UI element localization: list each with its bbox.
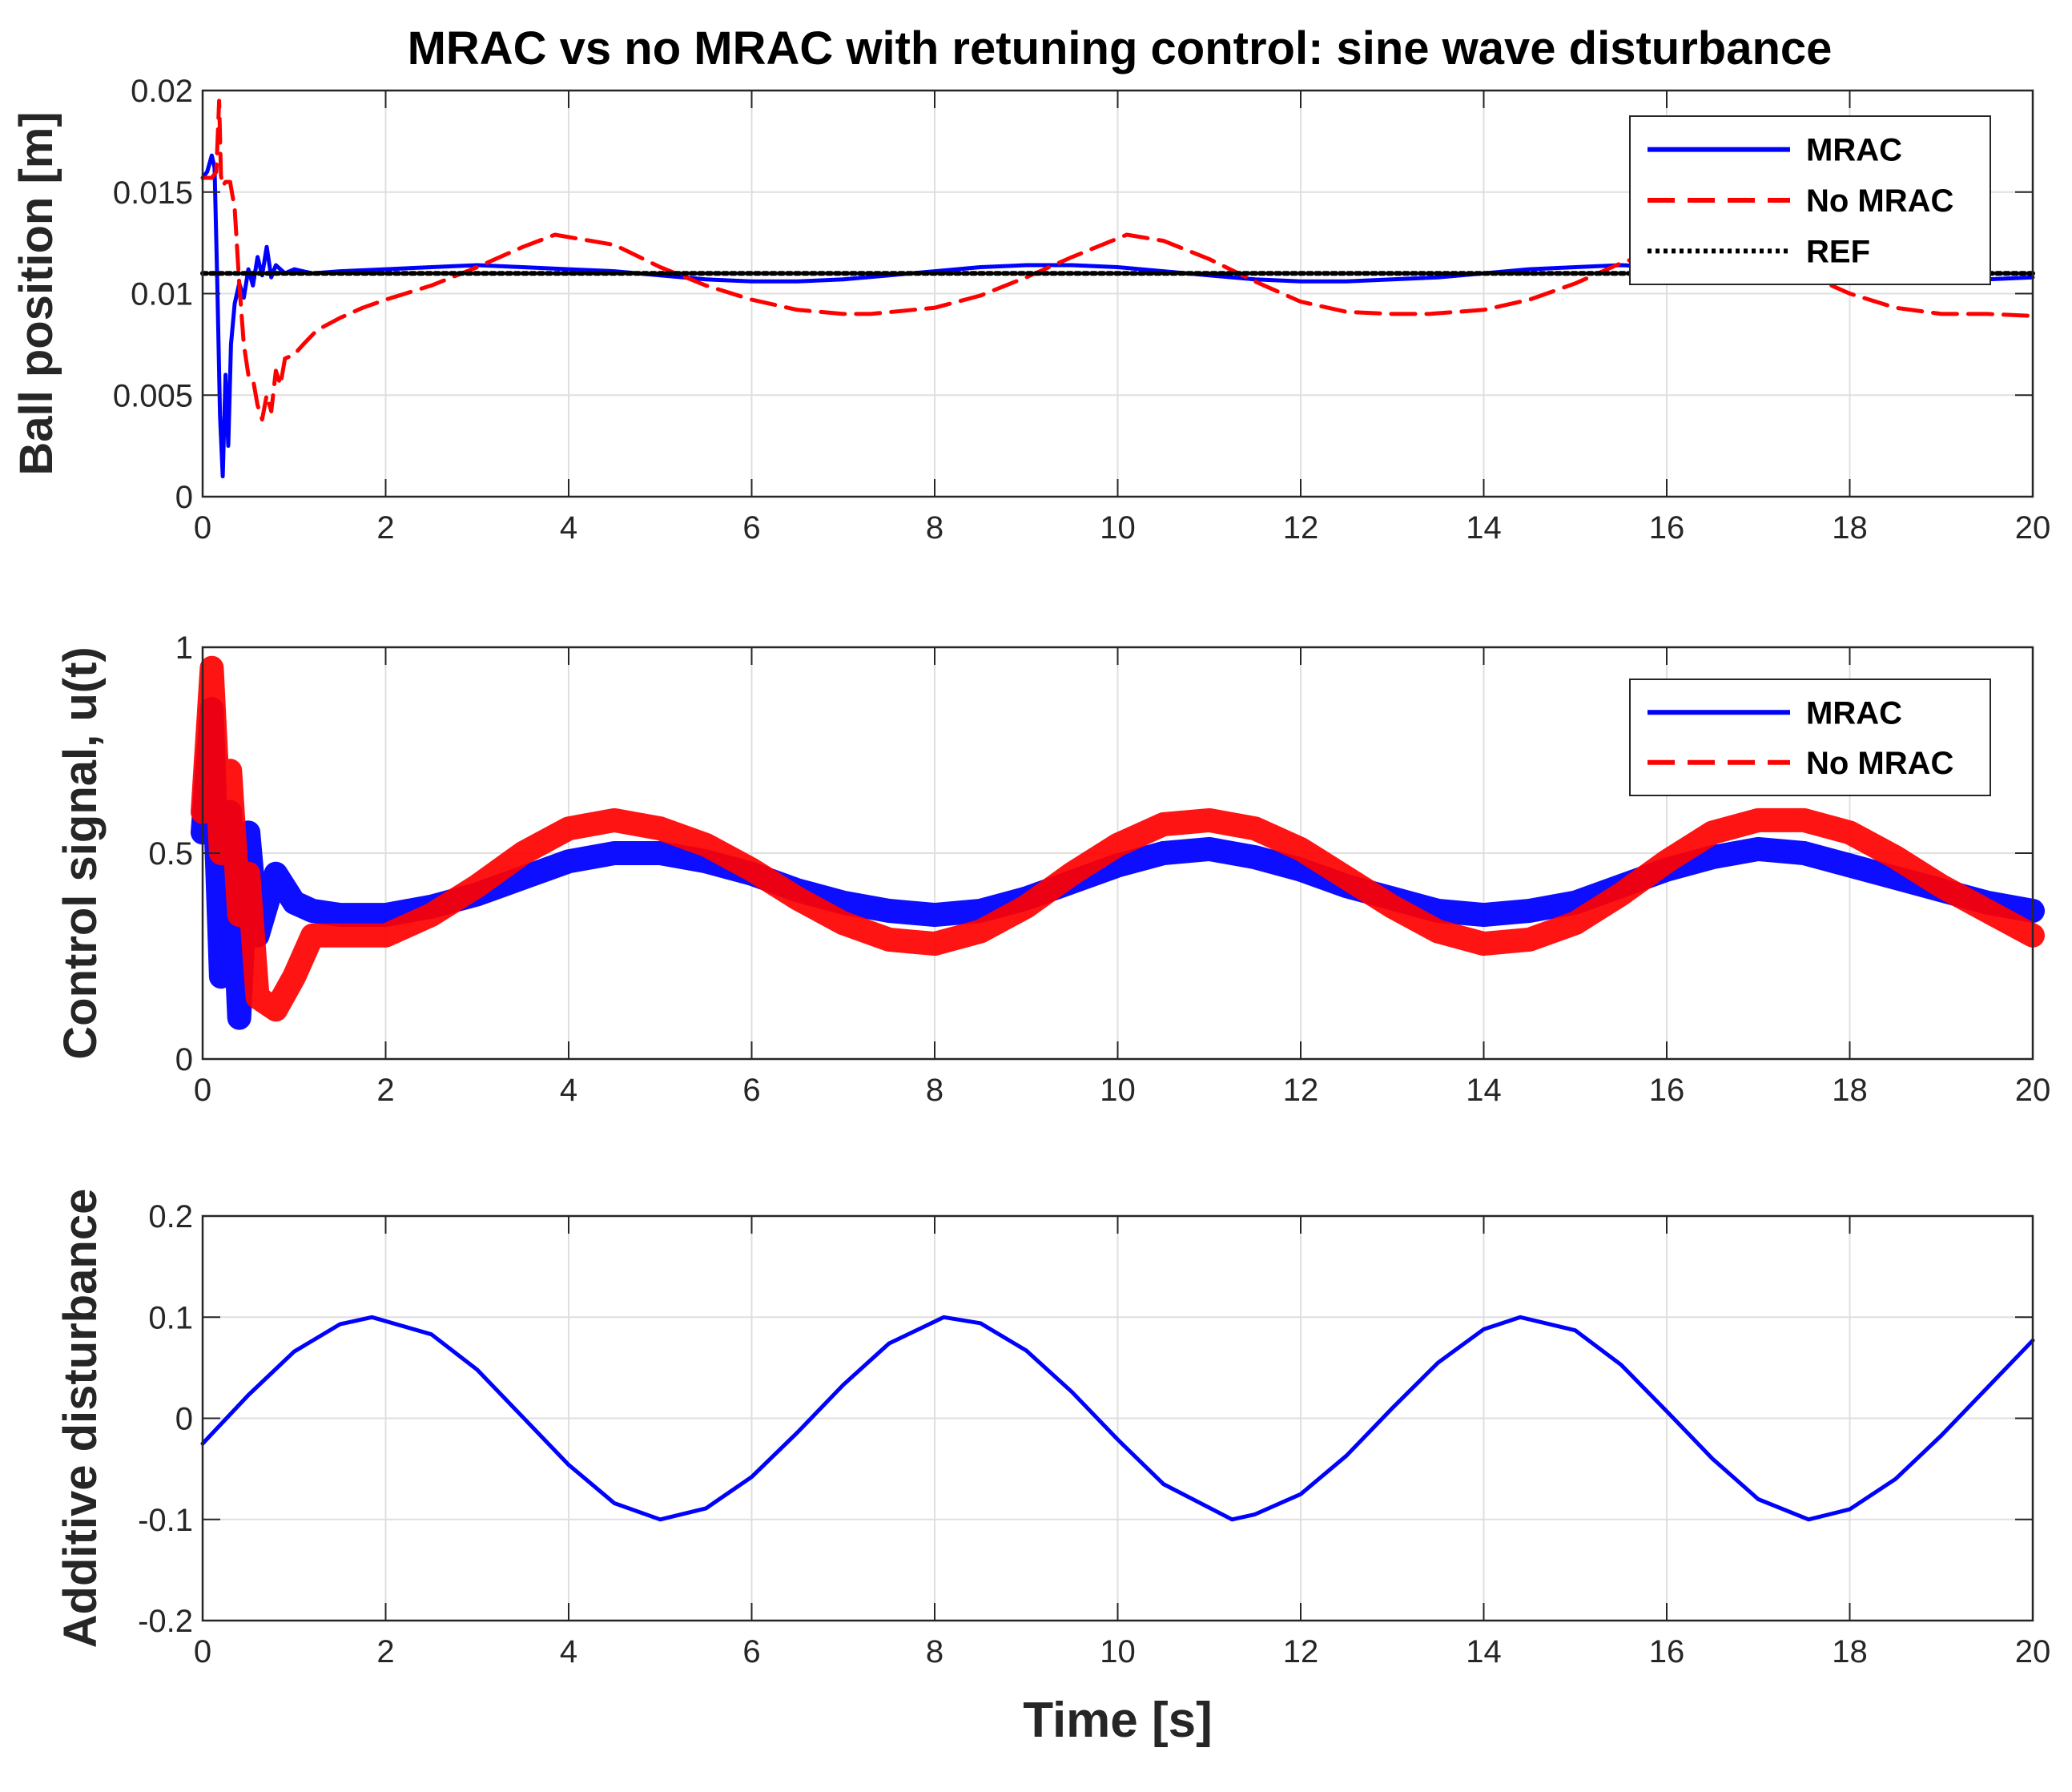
- subplot-2: 0 2 4 6 8 10 12 14 16 18 20 0 0.5 1 Control signal, u(…: [54, 630, 2050, 1108]
- x-tick-label: 12: [1283, 1634, 1319, 1669]
- legend-label: MRAC: [1806, 133, 1902, 168]
- x-tick-label: 8: [926, 1073, 943, 1108]
- x-tick-label: 4: [560, 510, 577, 546]
- x-tick-label: 6: [742, 1634, 760, 1669]
- x-tick-label: 6: [742, 510, 760, 546]
- y-tick-label: 0.02: [131, 74, 193, 109]
- x-tick-label: 0: [194, 1634, 211, 1669]
- x-tick-label: 2: [376, 1073, 394, 1108]
- x-tick-label: 10: [1100, 1073, 1136, 1108]
- y-tick-label: -0.2: [138, 1604, 193, 1639]
- x-tick-label: 18: [1832, 1073, 1868, 1108]
- x-tick-label: 16: [1649, 510, 1685, 546]
- legend: MRAC No MRAC REF: [1629, 115, 1991, 285]
- y-axis-label: Ball position [m]: [10, 111, 62, 475]
- y-tick-label: 0.1: [148, 1300, 193, 1335]
- y-tick-label: 0.005: [113, 378, 193, 413]
- y-tick-label: 0.01: [131, 277, 193, 312]
- series-line-no-mrac: [200, 99, 2035, 422]
- figure-title: MRAC vs no MRAC with retuning control: s…: [408, 22, 1833, 74]
- x-tick-label: 4: [560, 1073, 577, 1108]
- y-tick-label: -0.1: [138, 1503, 193, 1538]
- legend-label: No MRAC: [1806, 746, 1953, 781]
- subplot-3: 0 2 4 6 8 10 12 14 16 18 20 -0.2 -0.1 0 0.1 0.2 Additive…: [54, 1189, 2050, 1748]
- x-tick-label: 8: [926, 1634, 943, 1669]
- legend-label: MRAC: [1806, 695, 1902, 731]
- x-tick-label: 0: [194, 1073, 211, 1108]
- x-tick-label: 10: [1100, 1634, 1136, 1669]
- series-line-no-mrac: [191, 655, 2045, 1022]
- x-tick-label: 14: [1466, 1073, 1502, 1108]
- x-tick-label: 6: [742, 1073, 760, 1108]
- x-tick-label: 8: [926, 510, 943, 546]
- legend-label: No MRAC: [1806, 183, 1953, 219]
- x-tick-label: 20: [2015, 1073, 2051, 1108]
- y-tick-label: 0.015: [113, 175, 193, 211]
- x-tick-label: 2: [376, 510, 394, 546]
- y-tick-label: 1: [175, 630, 193, 666]
- x-tick-label: 10: [1100, 510, 1136, 546]
- y-tick-label: 0: [175, 480, 193, 515]
- y-tick-label: 0.2: [148, 1199, 193, 1234]
- x-tick-label: 12: [1283, 1073, 1319, 1108]
- x-tick-label: 18: [1832, 510, 1868, 546]
- y-axis-label: Additive disturbance: [54, 1189, 107, 1649]
- x-tick-label: 0: [194, 510, 211, 546]
- legend-label: REF: [1806, 234, 1870, 269]
- x-tick-label: 16: [1649, 1073, 1685, 1108]
- x-axis-label: Time [s]: [1023, 1693, 1213, 1748]
- x-tick-label: 20: [2015, 510, 2051, 546]
- series-line-disturbance: [200, 1315, 2035, 1522]
- x-tick-label: 16: [1649, 1634, 1685, 1669]
- y-axis-label: Control signal, u(t): [54, 646, 107, 1060]
- x-tick-label: 12: [1283, 510, 1319, 546]
- legend-box: [1629, 679, 1991, 796]
- x-tick-label: 20: [2015, 1634, 2051, 1669]
- y-tick-label: 0: [175, 1042, 193, 1077]
- y-tick-label: 0: [175, 1402, 193, 1437]
- x-tick-label: 14: [1466, 1634, 1502, 1669]
- y-tick-label: 0.5: [148, 836, 193, 872]
- x-tick-label: 18: [1832, 1634, 1868, 1669]
- legend: MRAC No MRAC: [1629, 679, 1991, 796]
- subplot-1: 0 2 4 6 8 10 12 14 16 18 20 0 0.005 0.01 0.015 0.02 Ball…: [10, 74, 2050, 546]
- x-tick-label: 2: [376, 1634, 394, 1669]
- axes-layer: 0 2 4 6 8 10 12 14 16 18 2000.0050.010.0150.02Ball…: [10, 74, 2050, 1748]
- x-tick-label: 14: [1466, 510, 1502, 546]
- x-tick-label: 4: [560, 1634, 577, 1669]
